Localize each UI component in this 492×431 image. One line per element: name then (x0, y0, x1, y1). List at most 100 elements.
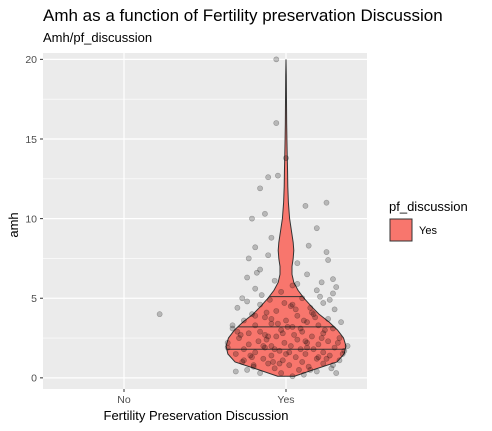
data-point (270, 359, 276, 365)
legend-label-yes: Yes (419, 225, 437, 237)
data-point (265, 360, 272, 367)
data-point (299, 328, 306, 335)
data-point (336, 335, 343, 341)
data-point (284, 323, 291, 330)
y-tick-label: 0 (31, 373, 37, 385)
data-point (252, 244, 259, 251)
x-tick-label: Yes (277, 394, 294, 406)
data-point (300, 317, 307, 324)
data-point (333, 284, 340, 290)
data-point (325, 257, 332, 263)
data-point (229, 322, 236, 329)
data-point (274, 172, 281, 179)
data-point (274, 320, 281, 327)
data-point (257, 185, 263, 192)
data-point (289, 282, 296, 289)
data-point (339, 351, 346, 357)
data-point (252, 322, 259, 329)
data-point (297, 325, 304, 332)
data-point (245, 255, 252, 262)
data-point (273, 56, 280, 63)
data-point (278, 370, 285, 376)
data-point (234, 328, 241, 335)
data-point (287, 343, 294, 349)
data-point (300, 371, 307, 378)
legend: pf_discussion Yes (389, 199, 468, 242)
violin-yes (225, 59, 347, 377)
data-point (257, 266, 263, 273)
data-point (250, 362, 257, 369)
data-point (262, 314, 268, 321)
data-point (247, 352, 254, 359)
data-point (258, 292, 265, 298)
data-point (257, 370, 263, 376)
data-point (317, 293, 323, 300)
data-point (338, 319, 344, 326)
data-point (257, 328, 263, 335)
y-tick-label: 20 (25, 54, 37, 66)
data-point (296, 366, 302, 373)
data-point (232, 368, 239, 375)
data-point (320, 300, 327, 306)
data-point (265, 252, 272, 259)
data-point (302, 202, 309, 209)
data-point (334, 339, 341, 346)
data-point (286, 362, 293, 369)
data-point (330, 276, 336, 283)
data-point (326, 296, 333, 303)
data-point (326, 352, 333, 359)
y-tick-label: 5 (31, 293, 37, 305)
data-point (344, 343, 351, 349)
data-point (239, 295, 246, 302)
data-point (330, 290, 336, 297)
data-point (255, 338, 262, 345)
data-point (240, 317, 247, 324)
data-point (307, 366, 314, 373)
data-point (292, 306, 299, 313)
data-point (287, 303, 294, 310)
data-point (252, 349, 259, 356)
data-point (283, 155, 289, 161)
x-axis-title: Fertility Preservation Discussion (104, 408, 289, 423)
y-axis: 0 5 10 15 20 (25, 54, 43, 385)
data-point (236, 335, 242, 341)
data-point (336, 357, 343, 364)
jitter-points (156, 56, 351, 380)
legend-title: pf_discussion (389, 199, 468, 214)
data-point (279, 357, 286, 364)
data-point (333, 370, 340, 376)
data-point (260, 343, 267, 349)
data-point (320, 360, 327, 367)
chart-subtitle: Amh/pf_discussion (43, 30, 152, 45)
data-point (292, 354, 299, 361)
data-point (249, 215, 255, 222)
y-axis-title: amh (6, 212, 21, 237)
data-point (302, 338, 309, 345)
data-point (331, 306, 338, 313)
data-point (310, 311, 317, 318)
data-point (294, 260, 301, 267)
data-point (263, 336, 270, 343)
data-point (302, 351, 309, 357)
data-point (250, 363, 257, 370)
data-point (263, 309, 270, 316)
data-point (289, 323, 296, 330)
data-point (281, 339, 288, 346)
data-point (297, 346, 304, 353)
data-point (310, 346, 317, 353)
data-point (323, 355, 330, 362)
data-point (232, 351, 239, 357)
data-point (330, 325, 336, 332)
data-point (252, 312, 259, 319)
data-point (291, 331, 297, 338)
data-point (320, 330, 327, 337)
data-point (313, 225, 320, 232)
data-point (304, 319, 310, 326)
x-axis: No Yes (117, 389, 295, 406)
data-point (229, 325, 236, 332)
data-point (245, 341, 252, 348)
data-point (224, 339, 231, 346)
data-point (281, 300, 288, 306)
data-point (237, 331, 244, 338)
data-point (318, 335, 325, 341)
